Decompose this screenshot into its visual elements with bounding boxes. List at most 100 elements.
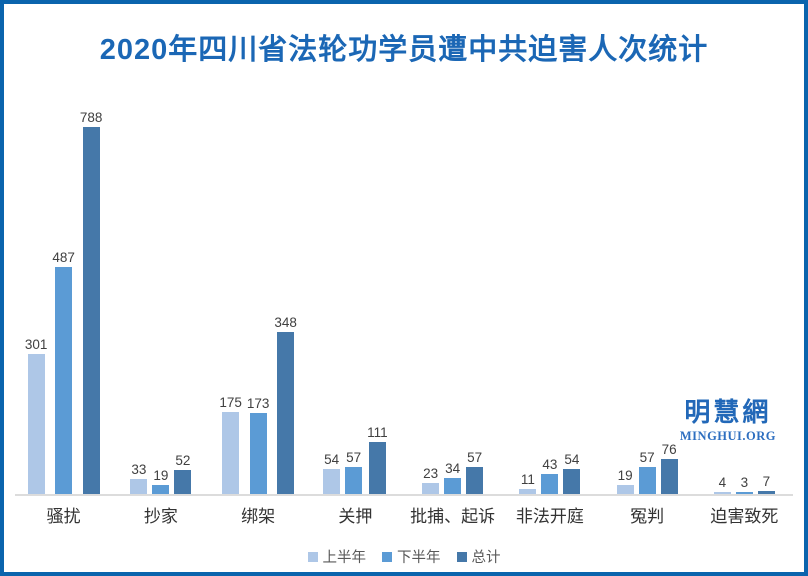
- bar-value-label: 19: [153, 467, 169, 483]
- bar-value-label: 173: [246, 395, 270, 411]
- bar-wrap: 11: [519, 471, 537, 494]
- bar-wrap: 3: [735, 474, 753, 494]
- bar: [323, 469, 341, 494]
- bar: [82, 127, 100, 494]
- bar-value-label: 52: [175, 452, 191, 468]
- bar-wrap: 173: [246, 395, 270, 494]
- category-label: 绑架: [241, 507, 276, 526]
- bar-value-label: 348: [274, 314, 297, 330]
- category-label: 批捕、起诉: [410, 507, 496, 526]
- bar: [130, 479, 148, 494]
- bar-wrap: 57: [345, 449, 363, 494]
- bar-value-label: 54: [324, 451, 340, 467]
- category-label: 迫害致死: [710, 507, 779, 526]
- bar-wrap: 19: [616, 467, 634, 494]
- bar-wrap: 54: [563, 451, 581, 494]
- legend-item-total: 总计: [456, 546, 501, 567]
- bar-value-label: 23: [423, 465, 439, 481]
- bar: [563, 469, 581, 494]
- legend-marker-first-half: [307, 551, 318, 562]
- legend-marker-total: [456, 551, 467, 562]
- bar-group: 301 487 788: [15, 99, 112, 494]
- bar: [152, 485, 170, 494]
- bar-wrap: 57: [466, 449, 484, 494]
- bar-value-label: 301: [24, 336, 48, 352]
- bar-wrap: 19: [152, 467, 170, 494]
- legend-item-first-half: 上半年: [307, 546, 367, 567]
- bar-wrap: 175: [219, 394, 242, 494]
- legend-label-first-half: 上半年: [322, 550, 367, 566]
- bar-wrap: 7: [757, 473, 775, 494]
- bar-value-label: 76: [661, 441, 677, 457]
- bar-value-label: 43: [542, 456, 558, 472]
- bar-value-label: 34: [445, 460, 461, 476]
- category-label: 关押: [338, 507, 373, 526]
- legend-marker-second-half: [382, 551, 392, 562]
- legend: 上半年 下半年 总计: [4, 546, 804, 567]
- bar-value-label: 4: [718, 474, 727, 490]
- bar: [422, 483, 440, 494]
- bar-value-label: 175: [219, 394, 242, 410]
- bar-group: 54 57 111: [307, 99, 404, 494]
- bar-wrap: 788: [79, 109, 103, 494]
- plot-area: 301 487 788 33 19 52 175 173 348 54 57 111 23 34 57 11 4…: [15, 99, 793, 496]
- bar-group: 19 57 76: [599, 99, 696, 494]
- bar-wrap: 301: [24, 336, 48, 494]
- bar: [757, 491, 775, 494]
- bar-wrap: 4: [713, 474, 731, 494]
- bar-value-label: 111: [367, 424, 388, 440]
- bar-value-label: 54: [564, 451, 580, 467]
- bar-wrap: 76: [660, 441, 678, 494]
- bar: [174, 470, 192, 494]
- bar-group: 11 43 54: [501, 99, 598, 494]
- bar: [444, 478, 462, 494]
- bar: [660, 459, 678, 494]
- bar-value-label: 7: [762, 473, 771, 489]
- bar: [616, 485, 634, 494]
- bar: [277, 332, 295, 494]
- bar-value-label: 3: [740, 474, 749, 490]
- bar-wrap: 43: [541, 456, 559, 494]
- bar-wrap: 23: [422, 465, 440, 494]
- bar-wrap: 111: [367, 424, 388, 494]
- bar-wrap: 348: [274, 314, 297, 494]
- bar-value-label: 57: [639, 449, 655, 465]
- bar-group: 23 34 57: [404, 99, 501, 494]
- category-label: 骚扰: [46, 507, 81, 526]
- category-label: 抄家: [143, 507, 178, 526]
- legend-item-second-half: 下半年: [382, 546, 441, 567]
- bar: [519, 489, 537, 494]
- bar-wrap: 52: [174, 452, 192, 494]
- bar: [345, 467, 363, 494]
- bar-wrap: 54: [323, 451, 341, 494]
- bar-group: 175 173 348: [210, 99, 307, 494]
- bar-value-label: 11: [520, 471, 535, 487]
- bar: [27, 354, 45, 494]
- bar: [368, 442, 386, 494]
- bar-value-label: 487: [52, 249, 75, 265]
- category-axis: 骚扰 抄家 绑架 关押 批捕、起诉 非法开庭 冤判 迫害致死: [15, 502, 793, 527]
- bar: [249, 413, 267, 494]
- bar-wrap: 487: [52, 249, 75, 494]
- bar: [713, 492, 731, 494]
- bar-value-label: 788: [79, 109, 103, 125]
- legend-label-total: 总计: [471, 550, 501, 566]
- bar: [541, 474, 559, 494]
- bar: [55, 267, 73, 494]
- bar: [466, 467, 484, 494]
- bar: [638, 467, 656, 494]
- category-label: 非法开庭: [515, 507, 584, 526]
- bar-value-label: 19: [617, 467, 633, 483]
- legend-label-second-half: 下半年: [397, 550, 441, 566]
- bar-wrap: 57: [638, 449, 656, 494]
- bar-wrap: 34: [444, 460, 462, 494]
- bar: [222, 412, 240, 494]
- chart-title: 2020年四川省法轮功学员遭中共迫害人次统计: [99, 34, 709, 66]
- category-label: 冤判: [630, 507, 665, 526]
- bar-group: 33 19 52: [112, 99, 209, 494]
- bar-value-label: 57: [467, 449, 483, 465]
- bar-value-label: 57: [346, 449, 362, 465]
- bar: [735, 492, 753, 494]
